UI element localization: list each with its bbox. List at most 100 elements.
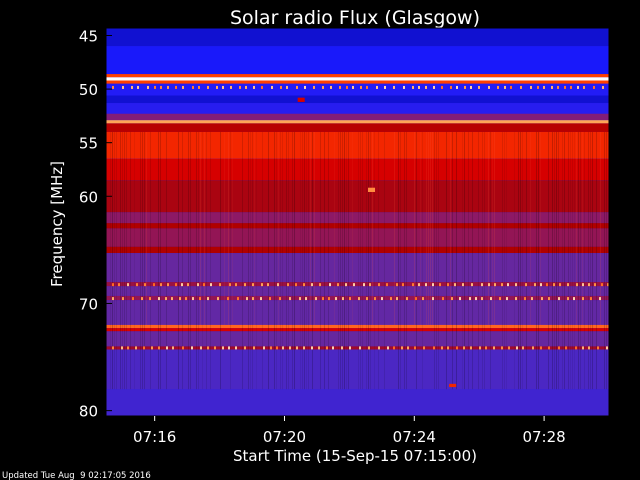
interference-dash <box>475 297 477 301</box>
interference-dash <box>339 85 341 89</box>
interference-dash <box>167 85 169 89</box>
interference-dash <box>515 297 517 301</box>
frequency-band <box>106 46 609 75</box>
x-tick-label: 07:16 <box>133 428 176 446</box>
interference-dash <box>432 283 434 287</box>
interference-dash <box>277 283 279 287</box>
interference-dash <box>462 283 464 287</box>
interference-dash <box>151 346 153 350</box>
frequency-band <box>106 95 609 104</box>
y-tick-label: 45 <box>79 28 98 46</box>
interference-dash <box>481 283 483 287</box>
interference-dash <box>557 85 559 89</box>
interference-dash <box>565 346 567 350</box>
interference-dash <box>182 85 184 89</box>
interference-dash <box>154 85 156 89</box>
interference-dash <box>229 283 231 287</box>
interference-dash <box>303 283 305 287</box>
interference-dash <box>459 297 461 301</box>
interference-dash <box>471 283 473 287</box>
interference-dash <box>207 85 209 89</box>
x-tick-label: 07:24 <box>393 428 436 446</box>
interference-dash <box>378 346 380 350</box>
interference-dash <box>599 297 601 301</box>
interference-dash <box>237 297 239 301</box>
time-variation-streaks <box>106 131 607 390</box>
interference-dash <box>588 283 590 287</box>
interference-dash <box>576 283 578 287</box>
interference-dash <box>192 85 194 89</box>
interference-dash <box>337 283 339 287</box>
interference-dash <box>374 297 376 301</box>
interference-dash <box>593 85 595 89</box>
interference-dash <box>245 85 247 89</box>
interference-dash <box>287 283 289 287</box>
interference-dash <box>481 297 483 301</box>
interference-dash <box>530 85 532 89</box>
interference-dash <box>548 346 550 350</box>
interference-dash <box>296 346 298 350</box>
interference-dash <box>318 346 320 350</box>
y-tick-label: 55 <box>79 135 98 153</box>
interference-dash <box>497 85 499 89</box>
interference-dash <box>366 297 368 301</box>
y-axis-label: Frequency [MHz] <box>48 161 66 287</box>
interference-dash <box>464 85 466 89</box>
interference-dash <box>366 85 368 89</box>
interference-dash <box>175 283 177 287</box>
interference-dash <box>342 297 344 301</box>
interference-dash <box>335 297 337 301</box>
interference-dash <box>577 85 579 89</box>
chart-title: Solar radio Flux (Glasgow) <box>230 7 480 29</box>
spectrogram-plot <box>106 28 609 416</box>
interference-dash <box>558 346 560 350</box>
frequency-band <box>106 253 609 283</box>
interference-dash <box>525 283 527 287</box>
interference-dash <box>456 85 458 89</box>
interference-dash <box>326 346 328 350</box>
burst-mark <box>368 187 376 192</box>
interference-dash <box>594 283 596 287</box>
interference-dash <box>192 297 194 301</box>
y-tick-label: 70 <box>79 295 98 313</box>
interference-dash <box>553 283 555 287</box>
interference-dash <box>412 283 414 287</box>
interference-dash <box>522 346 524 350</box>
interference-dash <box>182 346 184 350</box>
interference-dash <box>252 283 254 287</box>
interference-dash <box>607 283 609 287</box>
interference-dash <box>239 85 241 89</box>
frequency-band <box>106 389 609 416</box>
interference-dash <box>442 297 444 301</box>
frequency-band <box>106 158 609 181</box>
interference-dash <box>127 283 129 287</box>
frequency-band <box>106 282 609 287</box>
interference-dash <box>346 85 348 89</box>
x-axis-label: Start Time (15-Sep-15 07:15:00) <box>233 447 477 465</box>
frequency-band <box>106 223 609 229</box>
frequency-band <box>106 300 609 325</box>
interference-dash <box>490 297 492 301</box>
interference-dash <box>396 297 398 301</box>
interference-dash <box>235 283 237 287</box>
frequency-band <box>106 246 609 254</box>
interference-dash <box>219 283 221 287</box>
y-tick-label: 50 <box>79 81 98 99</box>
interference-dash <box>122 85 124 89</box>
interference-dash <box>433 346 435 350</box>
interference-dash <box>253 346 255 350</box>
frequency-band <box>106 83 609 96</box>
frequency-band <box>106 212 609 224</box>
interference-dash <box>244 346 246 350</box>
frequency-band <box>106 74 609 78</box>
interference-dash <box>144 283 146 287</box>
interference-dash <box>548 297 550 301</box>
interference-dash <box>181 283 183 287</box>
interference-dash <box>515 283 517 287</box>
interference-dash <box>412 85 414 89</box>
interference-dash <box>516 346 518 350</box>
interference-dash <box>141 297 143 301</box>
interference-dash <box>590 297 592 301</box>
interference-dash <box>332 346 334 350</box>
interference-dash <box>185 297 187 301</box>
